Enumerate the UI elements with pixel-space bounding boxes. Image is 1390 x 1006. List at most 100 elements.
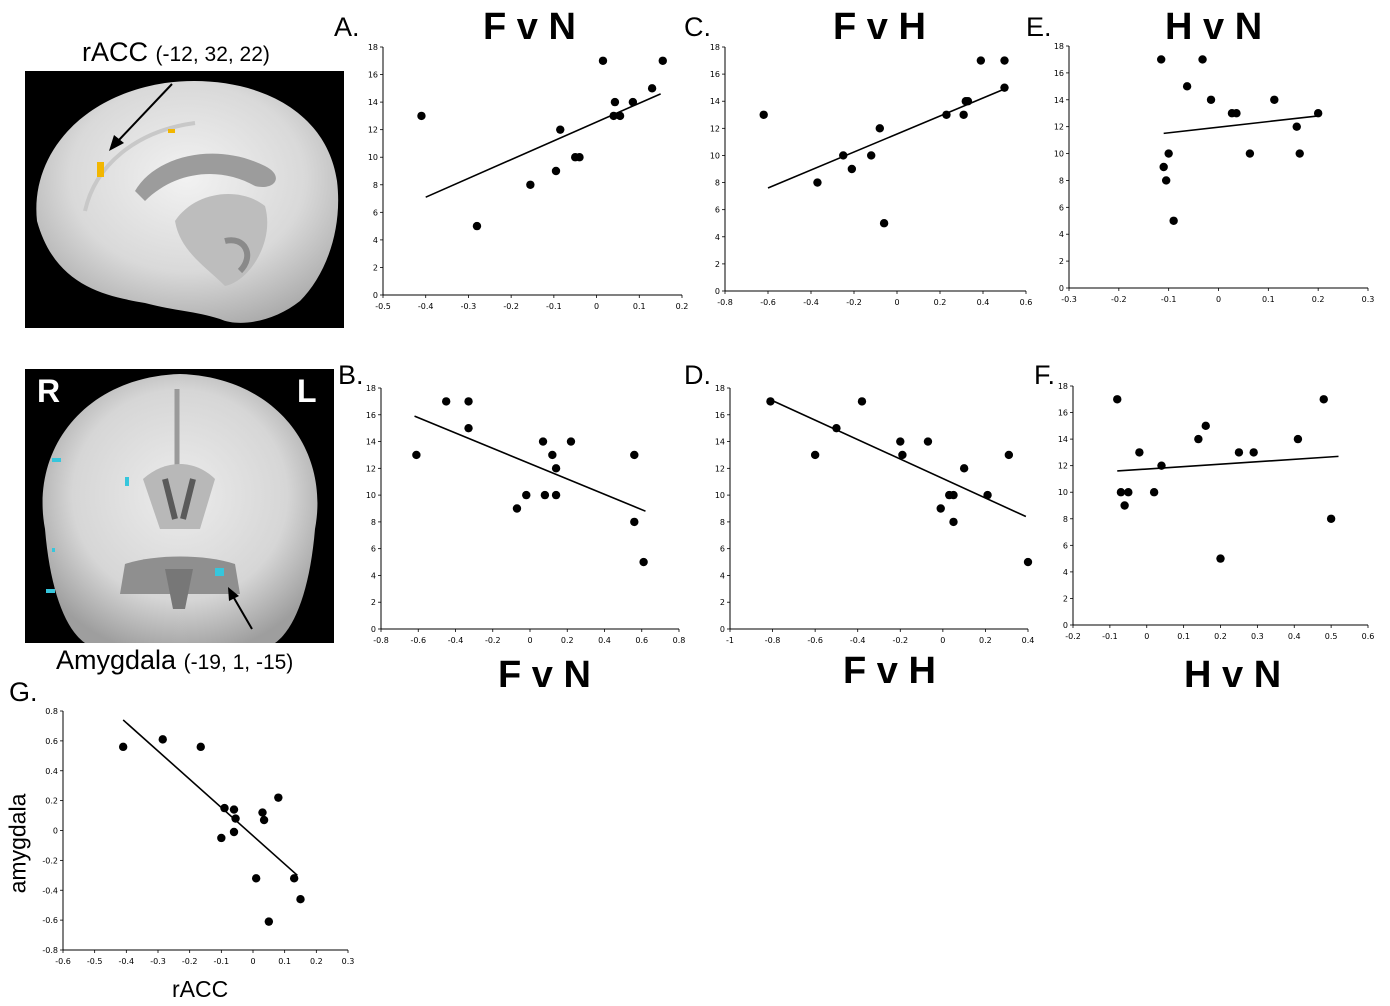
x-tick-label: 0.4 (598, 636, 611, 645)
racc-cluster (97, 162, 104, 177)
y-tick-label: 2 (720, 598, 725, 607)
data-point (551, 490, 561, 500)
data-point (949, 517, 958, 527)
y-tick-label: 16 (715, 411, 725, 420)
data-point (1116, 488, 1126, 497)
data-point (976, 56, 986, 65)
x-tick-label: -0.2 (1065, 632, 1081, 641)
data-point (220, 803, 229, 813)
regression-line-d (767, 397, 1027, 518)
data-point (258, 808, 267, 817)
y-tick-label: 2 (1063, 594, 1068, 603)
data-point (540, 490, 550, 500)
y-tick-label: 0.8 (45, 707, 58, 716)
data-point (615, 111, 625, 121)
x-tick-label: 0.3 (342, 957, 355, 966)
data-point (1156, 55, 1166, 64)
orientation-right: R (37, 373, 60, 409)
y-tick-label: 12 (366, 464, 376, 473)
data-point (1164, 149, 1173, 158)
y-tick-label: 6 (720, 545, 725, 554)
y-tick-label: 14 (715, 438, 725, 447)
racc-caption: rACC (-12, 32, 22) (82, 37, 270, 68)
x-tick-label: 0.2 (1312, 295, 1325, 304)
data-point (857, 397, 867, 406)
x-tick-label: 0.2 (310, 957, 323, 966)
y-tick-label: 18 (710, 43, 720, 52)
data-point (538, 437, 548, 446)
data-point (1201, 421, 1210, 431)
x-tick-label: -0.3 (150, 957, 166, 966)
y-tick-label: 8 (1059, 176, 1064, 185)
data-point (879, 219, 889, 228)
x-tick-label: -0.3 (461, 302, 477, 311)
data-point (759, 110, 768, 119)
y-tick-label: 6 (1063, 541, 1068, 550)
panel-letter-g: G. (9, 677, 38, 707)
data-point (1000, 56, 1009, 65)
data-point (1326, 514, 1336, 523)
x-tick-label: -0.1 (214, 957, 230, 966)
data-point (251, 874, 261, 883)
x-tick-label: 0.1 (278, 957, 291, 966)
data-point (839, 151, 848, 160)
y-tick-label: 2 (373, 263, 378, 272)
y-tick-label: 4 (1063, 568, 1068, 577)
x-tick-label: -0.8 (765, 636, 781, 645)
y-tick-label: 8 (715, 179, 720, 188)
y-tick-label: -0.8 (42, 946, 58, 955)
data-point (1169, 216, 1178, 225)
data-point (610, 97, 620, 107)
data-point (229, 805, 239, 814)
x-tick-label: 0.6 (1362, 632, 1375, 641)
x-tick-label: 0.2 (934, 298, 947, 307)
y-tick-label: 16 (1058, 409, 1068, 418)
x-tick-label: 0.1 (1262, 295, 1275, 304)
data-point (1004, 450, 1014, 460)
regression-line-a (425, 93, 661, 198)
data-point (472, 221, 482, 231)
amygdala-cluster-main (215, 568, 224, 576)
data-point (1249, 448, 1258, 457)
y-tick-label: 0 (53, 827, 58, 836)
x-tick-label: 0 (894, 298, 899, 307)
coronal-brain-image: R L (25, 369, 334, 643)
panel-f-title: H v N (1184, 654, 1282, 696)
panel-letter-b: B. (338, 360, 364, 390)
data-point (810, 450, 820, 460)
y-tick-label: 12 (368, 126, 378, 135)
x-tick-label: -0.8 (373, 636, 389, 645)
x-tick-label: 0.4 (977, 298, 990, 307)
data-point (1161, 176, 1171, 185)
x-tick-label: 0.5 (1325, 632, 1338, 641)
x-tick-label: 0.8 (673, 636, 686, 645)
y-tick-label: 14 (710, 97, 720, 106)
x-tick-label: 0.4 (1022, 636, 1035, 645)
x-tick-label: -0.4 (119, 957, 135, 966)
data-point (464, 397, 473, 406)
x-tick-label: 0.2 (676, 302, 689, 311)
data-point (923, 437, 933, 446)
amygdala-arrow (233, 597, 253, 630)
data-point (1270, 95, 1279, 104)
data-point (1194, 434, 1203, 444)
data-point (609, 111, 618, 121)
x-tick-label: -0.3 (1061, 295, 1077, 304)
y-tick-label: 2 (1059, 257, 1064, 266)
regression-line-f (1117, 455, 1339, 472)
panel-c-title: F v H (833, 6, 926, 48)
data-point (1292, 122, 1301, 131)
data-point (229, 827, 239, 837)
data-point (630, 517, 639, 527)
y-tick-label: -0.4 (42, 886, 58, 895)
x-tick-label: -0.5 (87, 957, 103, 966)
data-point (1157, 461, 1166, 470)
y-tick-label: 8 (720, 518, 725, 527)
x-tick-label: -0.6 (760, 298, 776, 307)
data-point (1120, 501, 1129, 510)
data-point (196, 742, 205, 752)
x-tick-label: 0.6 (635, 636, 648, 645)
x-tick-label: -0.4 (418, 302, 434, 311)
